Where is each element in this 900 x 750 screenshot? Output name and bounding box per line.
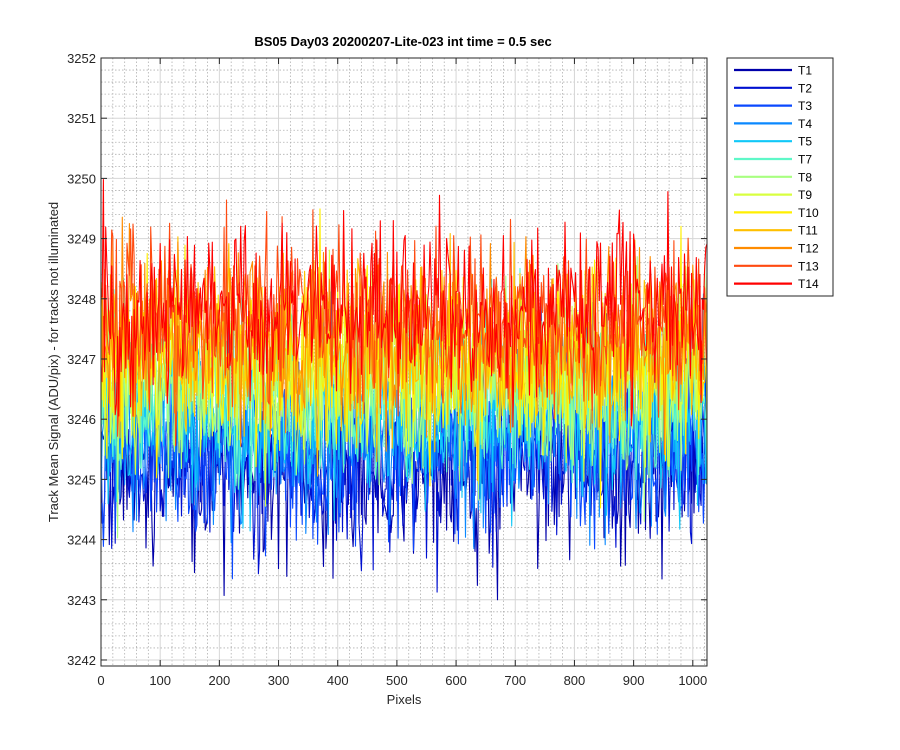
legend-label-t1: T1 — [798, 64, 812, 78]
x-tick-label: 400 — [327, 673, 349, 688]
x-tick-label: 300 — [268, 673, 290, 688]
legend-label-t11: T11 — [798, 224, 818, 238]
y-tick-label: 3245 — [67, 472, 96, 487]
y-tick-label: 3252 — [67, 51, 96, 66]
series-line-t14 — [101, 179, 707, 428]
x-tick-label: 0 — [97, 673, 104, 688]
plot-border — [100, 57, 708, 667]
y-tick-label: 3249 — [67, 232, 96, 247]
x-tick-label: 800 — [564, 673, 586, 688]
x-tick-label: 1000 — [678, 673, 707, 688]
y-tick-label: 3242 — [67, 653, 96, 668]
y-tick-label: 3246 — [67, 412, 96, 427]
legend-label-t7: T7 — [798, 153, 812, 167]
y-tick-label: 3248 — [67, 292, 96, 307]
legend-label-t4: T4 — [798, 117, 812, 131]
y-tick-label: 3243 — [67, 593, 96, 608]
y-tick-label: 3250 — [67, 171, 96, 186]
legend-label-t5: T5 — [798, 135, 812, 149]
legend-label-t10: T10 — [798, 206, 819, 220]
series-line-t13 — [101, 199, 707, 447]
y-tick-label: 3251 — [67, 111, 96, 126]
x-tick-label: 700 — [504, 673, 526, 688]
legend-label-t13: T13 — [798, 259, 819, 273]
legend-label-t12: T12 — [798, 242, 819, 256]
legend: T1 T2 T3 T4 T5 T7 T8 T9 T10 T11 T12 T13 T14 — [726, 57, 834, 297]
series-lines — [101, 179, 707, 601]
y-axis-label: Track Mean Signal (ADU/pix) - for tracks… — [46, 202, 61, 522]
x-tick-label: 900 — [623, 673, 645, 688]
x-tick-label: 100 — [149, 673, 171, 688]
legend-label-t14: T14 — [798, 277, 819, 291]
legend-label-t9: T9 — [798, 188, 812, 202]
y-tick-label: 3247 — [67, 352, 96, 367]
legend-label-t2: T2 — [798, 81, 812, 95]
axis-ticks: 0 100 200 300 400 500 600 700 800 900 1000 3242 3243… — [67, 51, 707, 688]
x-tick-label: 500 — [386, 673, 408, 688]
legend-label-t3: T3 — [798, 99, 812, 113]
x-axis-label: Pixels — [387, 692, 422, 707]
y-tick-label: 3244 — [67, 533, 96, 548]
chart-title: BS05 Day03 20200207-Lite-023 int time = … — [254, 34, 551, 49]
x-tick-label: 200 — [209, 673, 231, 688]
legend-label-t8: T8 — [798, 170, 812, 184]
x-tick-label: 600 — [445, 673, 467, 688]
